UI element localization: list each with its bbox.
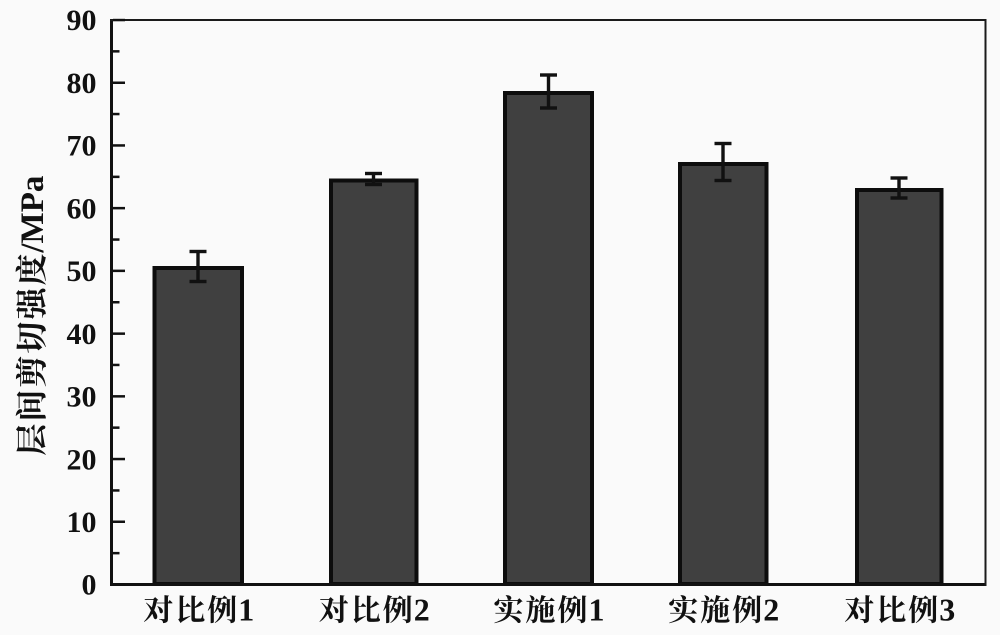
svg-text:0: 0 (82, 569, 97, 602)
svg-text:1: 1 (589, 592, 605, 628)
svg-text:60: 60 (67, 192, 97, 225)
svg-text:20: 20 (67, 443, 97, 476)
svg-text:80: 80 (67, 67, 97, 100)
svg-text:30: 30 (67, 381, 97, 414)
svg-text:90: 90 (67, 4, 97, 37)
svg-text:40: 40 (67, 318, 97, 351)
svg-text:/MPa: /MPa (15, 176, 51, 254)
svg-text:1: 1 (238, 592, 254, 628)
svg-text:10: 10 (67, 506, 97, 539)
svg-text:70: 70 (67, 130, 97, 163)
svg-text:2: 2 (763, 592, 779, 628)
svg-text:3: 3 (939, 592, 955, 628)
svg-text:2: 2 (414, 592, 430, 628)
svg-text:50: 50 (67, 255, 97, 288)
